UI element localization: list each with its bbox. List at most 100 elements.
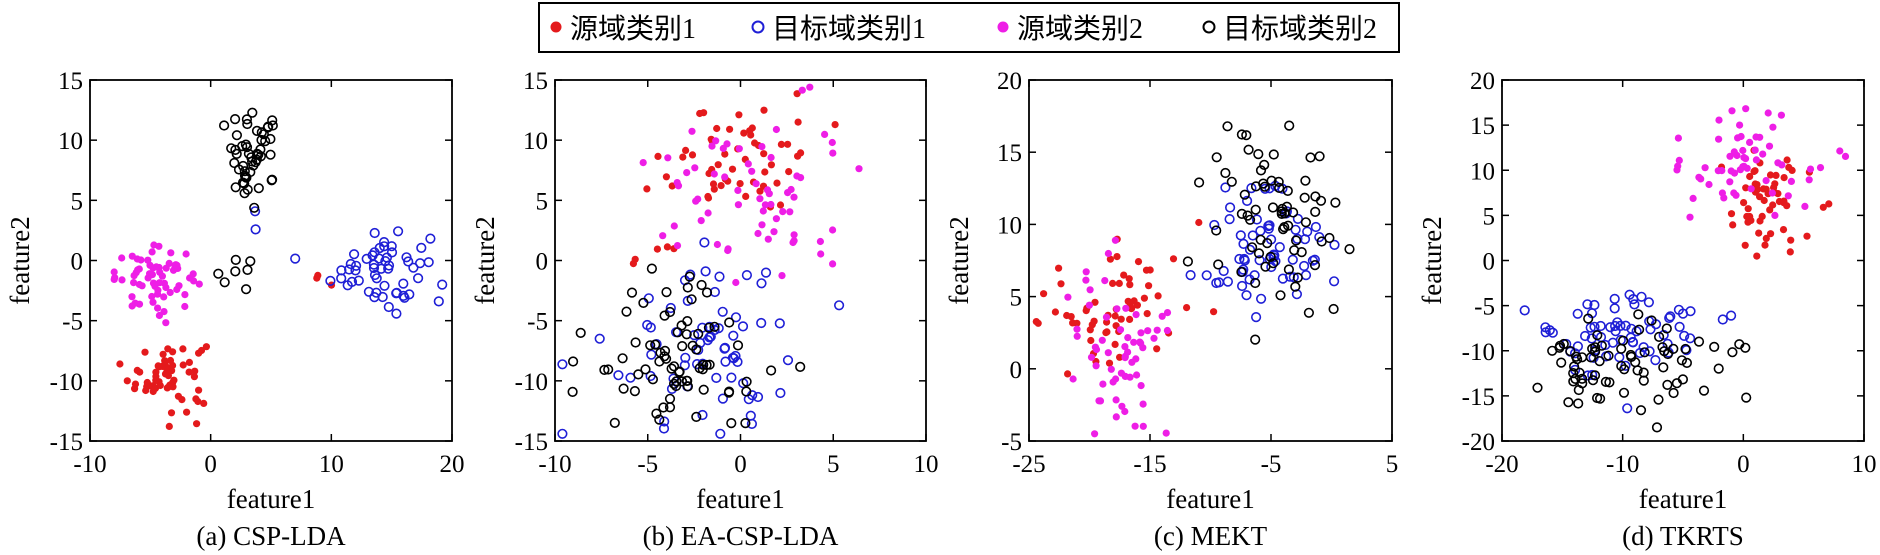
point-b-ea-csp-lda-s3-c3-40: [816, 237, 825, 246]
point-a-csp-lda-s4-c5-15: [241, 114, 252, 125]
point-c-mekt-s3-c2-20: [1112, 396, 1120, 404]
point-a-csp-lda-s3-c4-31: [167, 249, 175, 257]
point-c-mekt-s2-c1-58: [1218, 265, 1229, 277]
point-c-mekt-s4-c3-10: [1273, 176, 1284, 187]
point-d-tkrts-s1-c0-37: [1771, 180, 1779, 188]
point-a-csp-lda-s1-c0-59: [163, 365, 171, 373]
point-d-tkrts-s3-c2-24: [1695, 173, 1703, 181]
point-a-csp-lda-s3-c4-3: [162, 319, 170, 327]
x-tick-label: -25: [1012, 451, 1045, 478]
point-c-mekt-s3-c2-5: [1107, 365, 1115, 373]
x-tick-label: 20: [440, 451, 465, 478]
point-b-ea-csp-lda-s4-c4-51: [723, 386, 735, 397]
point-c-mekt-s3-c2-28: [1099, 380, 1107, 388]
point-c-mekt-s3-c2-27: [1091, 430, 1099, 438]
y-tick-label: 15: [1470, 113, 1495, 140]
point-d-tkrts-s2-c1-4: [1631, 326, 1642, 337]
point-c-mekt-s1-c0-3: [1111, 312, 1119, 320]
point-c-mekt-s4-c3-21: [1259, 159, 1270, 170]
point-c-mekt-s4-c3-18: [1310, 206, 1321, 217]
point-d-tkrts-s2-c1-53: [1645, 324, 1656, 335]
point-b-ea-csp-lda-s4-c4-44: [709, 321, 720, 332]
point-c-mekt-s4-c3-35: [1250, 181, 1262, 192]
point-d-tkrts-s1-c0-32: [1819, 203, 1827, 211]
point-d-tkrts-s3-c2-48: [1715, 135, 1723, 143]
x-tick-label: 0: [734, 451, 747, 478]
point-d-tkrts-s1-c0-2: [1780, 174, 1788, 182]
point-b-ea-csp-lda-s4-c4-6: [682, 381, 694, 392]
point-b-ea-csp-lda-s3-c3-60: [759, 207, 767, 215]
point-d-tkrts-s3-c2-18: [1816, 164, 1825, 172]
point-c-mekt-s3-c2-54: [1162, 429, 1170, 437]
point-a-csp-lda-s3-c4-38: [118, 276, 126, 284]
point-d-tkrts-s1-c0-46: [1756, 217, 1764, 225]
point-c-mekt-s2-c1-46: [1201, 270, 1212, 281]
point-c-mekt-s3-c2-36: [1136, 338, 1144, 346]
point-d-tkrts-s4-c3-52: [1565, 346, 1576, 357]
point-b-ea-csp-lda-s2-c2-12: [699, 237, 710, 248]
point-a-csp-lda-s1-c0-11: [191, 367, 199, 375]
point-d-tkrts-s1-c0-26: [1774, 190, 1782, 198]
legend-label-4: 目标域类别2: [1223, 13, 1377, 45]
point-c-mekt-s3-c2-44: [1082, 276, 1090, 284]
point-b-ea-csp-lda-s2-c2-59: [659, 416, 670, 427]
point-a-csp-lda-s3-c4-36: [156, 268, 164, 276]
point-b-ea-csp-lda-s2-c2-61: [717, 393, 729, 404]
point-a-csp-lda-s2-c2-11: [345, 258, 356, 270]
y-tick-label: -5: [1001, 429, 1022, 456]
point-b-ea-csp-lda-s1-c0-32: [793, 90, 801, 98]
point-d-tkrts-s4-c3-32: [1633, 309, 1644, 320]
point-b-ea-csp-lda-s4-c4-58: [741, 386, 752, 397]
y-axis-label: feature2: [944, 216, 974, 304]
point-b-ea-csp-lda-s4-c4-26: [681, 329, 692, 340]
point-c-mekt-s1-c0-38: [1113, 253, 1121, 261]
point-c-mekt-s4-c3-62: [1236, 129, 1247, 140]
point-d-tkrts-s1-c0-6: [1753, 252, 1761, 260]
point-a-csp-lda-s1-c0-5: [190, 373, 198, 381]
point-d-tkrts-s4-c3-47: [1618, 387, 1630, 398]
point-c-mekt-s4-c3-40: [1324, 232, 1335, 244]
x-tick-label: 0: [204, 451, 217, 478]
point-b-ea-csp-lda-s3-c3-39: [772, 215, 781, 223]
point-a-csp-lda-s2-c2-48: [351, 260, 362, 271]
point-d-tkrts-s2-c1-2: [1609, 303, 1620, 314]
point-c-mekt-s4-c3-33: [1310, 191, 1321, 202]
point-d-tkrts-s1-c0-42: [1760, 196, 1768, 205]
point-b-ea-csp-lda-s1-c0-19: [756, 187, 764, 195]
point-c-mekt-s3-c2-40: [1092, 345, 1101, 354]
point-c-mekt-s1-c0-58: [1130, 297, 1138, 305]
point-c-mekt-s4-c3-51: [1314, 151, 1325, 162]
point-d-tkrts-s4-c3-9: [1589, 346, 1601, 357]
point-d-tkrts-s2-c1-11: [1609, 293, 1620, 305]
point-d-tkrts-s4-c3-55: [1625, 349, 1636, 361]
x-tick-label: -5: [1261, 451, 1282, 478]
point-d-tkrts-s4-c3-53: [1576, 373, 1588, 384]
point-b-ea-csp-lda-s3-c3-34: [798, 86, 806, 94]
data-points: [557, 83, 863, 439]
point-d-tkrts-s3-c2-6: [1805, 176, 1813, 184]
point-c-mekt-s1-c0-32: [1034, 319, 1042, 327]
point-a-csp-lda-s1-c0-17: [178, 396, 186, 404]
point-b-ea-csp-lda-s1-c0-52: [797, 149, 805, 157]
point-b-ea-csp-lda-s1-c0-40: [735, 111, 743, 119]
point-a-csp-lda-s4-c5-34: [267, 115, 278, 126]
scatter-panel-2: -10 -5 0 5 10-15-10-5051015feature1feature2(…: [470, 68, 939, 551]
point-a-csp-lda-s3-c4-47: [134, 266, 142, 274]
point-d-tkrts-s2-c1-29: [1585, 322, 1596, 333]
point-d-tkrts-s1-c0-44: [1744, 205, 1752, 213]
point-a-csp-lda-s4-c6-4: [241, 284, 252, 295]
point-a-csp-lda-s2-c2-38: [386, 247, 398, 258]
point-c-mekt-s2-c1-47: [1238, 253, 1250, 265]
point-b-ea-csp-lda-s4-c4-36: [703, 322, 715, 333]
legend-label-3: 源域类别2: [1017, 13, 1143, 45]
point-b-ea-csp-lda-s3-c3-59: [797, 174, 805, 182]
point-a-csp-lda-s4-c5-45: [231, 130, 242, 141]
point-d-tkrts-s3-c2-29: [1726, 178, 1734, 186]
point-a-csp-lda-s1-c0-50: [136, 368, 144, 376]
point-b-ea-csp-lda-s4-c4-72: [664, 402, 676, 413]
point-b-ea-csp-lda-s3-c3-55: [758, 221, 766, 229]
point-c-mekt-s1-c0-23: [1069, 319, 1077, 327]
point-b-ea-csp-lda-s2-c2-11: [613, 370, 624, 381]
point-c-mekt-s1-c0-53: [1064, 370, 1072, 378]
legend-marker-2: [751, 20, 765, 34]
